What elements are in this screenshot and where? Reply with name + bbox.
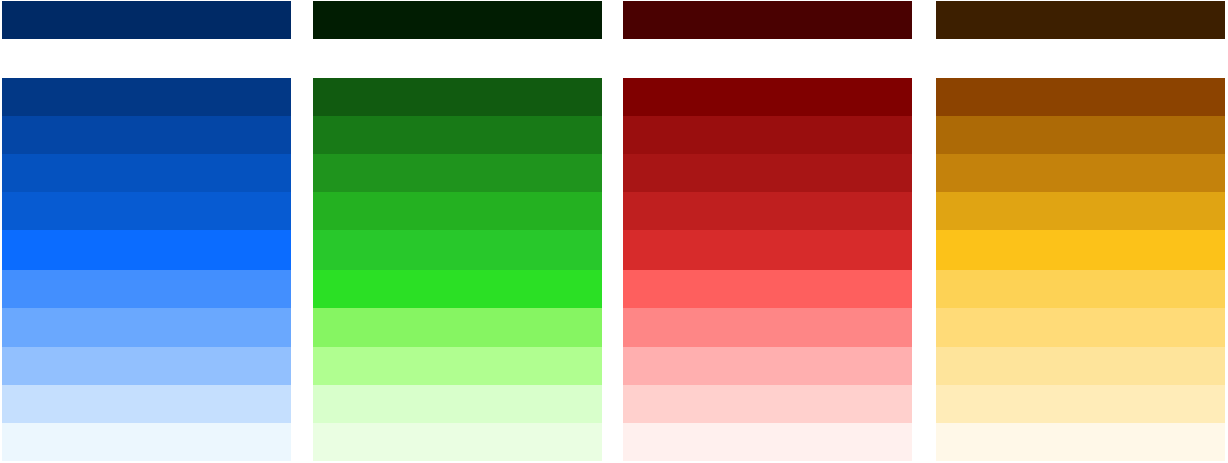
shade-swatch-red-4 [623,192,912,230]
shade-swatch-amber-3 [936,154,1225,192]
shade-swatch-blue-10 [2,423,291,461]
shade-swatch-amber-10 [936,423,1225,461]
shade-stack-red [623,78,912,461]
shade-swatch-red-3 [623,154,912,192]
shade-swatch-green-2 [313,116,602,154]
shade-swatch-green-1 [313,78,602,116]
shade-swatch-red-6 [623,270,912,308]
shade-swatch-blue-4 [2,192,291,230]
shade-swatch-red-5 [623,230,912,270]
shade-swatch-blue-8 [2,347,291,385]
shade-swatch-red-1 [623,78,912,116]
shade-swatch-amber-9 [936,385,1225,423]
shade-swatch-amber-7 [936,308,1225,347]
shade-swatch-green-10 [313,423,602,461]
shade-swatch-blue-9 [2,385,291,423]
shade-swatch-amber-5 [936,230,1225,270]
shade-swatch-blue-3 [2,154,291,192]
shade-stack-blue [2,78,291,461]
shade-swatch-amber-2 [936,116,1225,154]
shade-swatch-amber-6 [936,270,1225,308]
shade-swatch-red-8 [623,347,912,385]
shade-swatch-red-2 [623,116,912,154]
header-swatch-amber [936,1,1225,39]
shade-swatch-green-4 [313,192,602,230]
palette-column-green [313,0,602,463]
shade-swatch-amber-4 [936,192,1225,230]
palette-column-amber [936,0,1225,463]
shade-swatch-blue-2 [2,116,291,154]
shade-swatch-green-9 [313,385,602,423]
shade-swatch-green-7 [313,308,602,347]
shade-swatch-red-7 [623,308,912,347]
shade-swatch-red-10 [623,423,912,461]
palette-column-red [623,0,912,463]
shade-swatch-blue-5 [2,230,291,270]
shade-swatch-green-8 [313,347,602,385]
shade-swatch-green-5 [313,230,602,270]
shade-swatch-blue-6 [2,270,291,308]
palette-column-blue [2,0,291,463]
header-swatch-red [623,1,912,39]
shade-swatch-amber-8 [936,347,1225,385]
shade-stack-amber [936,78,1225,461]
shade-swatch-green-6 [313,270,602,308]
shade-swatch-blue-1 [2,78,291,116]
header-swatch-blue [2,1,291,39]
shade-swatch-red-9 [623,385,912,423]
shade-swatch-amber-1 [936,78,1225,116]
shade-stack-green [313,78,602,461]
shade-swatch-green-3 [313,154,602,192]
shade-swatch-blue-7 [2,308,291,347]
header-swatch-green [313,1,602,39]
